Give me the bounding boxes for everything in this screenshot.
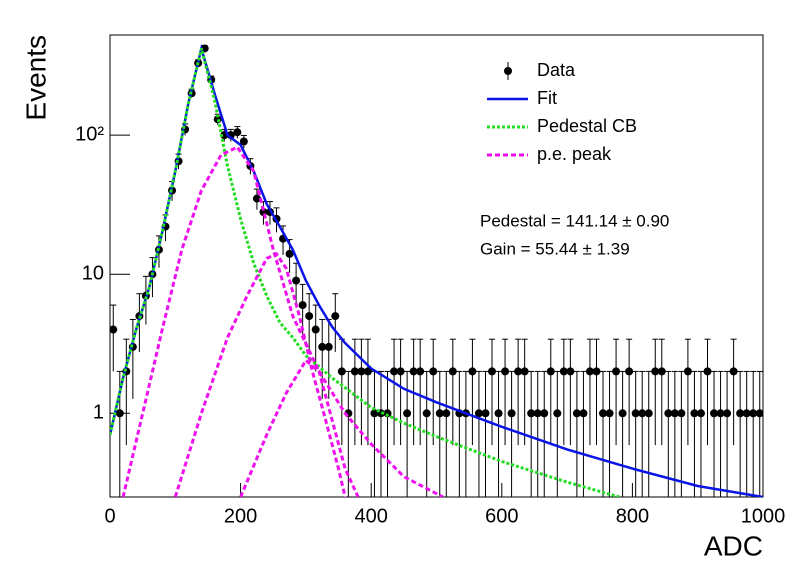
x-tick-label: 0 <box>104 505 115 527</box>
data-point <box>448 367 457 376</box>
data-point <box>252 194 261 203</box>
legend-label: Pedestal CB <box>537 116 637 136</box>
data-point <box>409 367 418 376</box>
data-point <box>403 409 412 418</box>
data-point <box>572 409 581 418</box>
data-point <box>683 367 692 376</box>
legend-marker <box>504 67 512 75</box>
data-point <box>416 367 425 376</box>
data-point <box>540 409 549 418</box>
data-point <box>612 367 621 376</box>
data-point <box>357 367 366 376</box>
data-point <box>644 409 653 418</box>
data-point <box>324 342 333 351</box>
data-point <box>390 367 399 376</box>
y-axis-label: Events <box>20 35 51 121</box>
data-point <box>533 409 542 418</box>
data-point <box>631 409 640 418</box>
annotation: Pedestal = 141.14 ± 0.90 <box>480 211 669 230</box>
y-tick-label: 10² <box>75 123 104 145</box>
legend-label: Fit <box>537 88 557 108</box>
fit-curve <box>121 145 444 497</box>
data-point <box>396 367 405 376</box>
data-point <box>468 367 477 376</box>
data-point <box>703 367 712 376</box>
data-point <box>429 367 438 376</box>
y-tick-label: 10 <box>82 262 104 284</box>
data-point <box>318 342 327 351</box>
data-point <box>422 409 431 418</box>
data-point <box>298 301 307 310</box>
data-point <box>501 367 510 376</box>
data-point <box>599 409 608 418</box>
data-point <box>331 312 340 321</box>
data-point <box>755 409 763 418</box>
data-point <box>350 367 359 376</box>
data-point <box>305 312 314 321</box>
data-point <box>677 409 686 418</box>
annotation: Gain = 55.44 ± 1.39 <box>480 239 630 258</box>
data-point <box>292 276 301 285</box>
data-point <box>474 409 483 418</box>
fit-curve <box>239 358 360 497</box>
data-point <box>481 409 490 418</box>
frame <box>109 34 764 498</box>
x-tick-label: 600 <box>485 505 518 527</box>
data-point <box>710 409 719 418</box>
data-point <box>585 367 594 376</box>
data-point <box>657 367 666 376</box>
data-point <box>696 409 705 418</box>
data-point <box>494 409 503 418</box>
data-point <box>435 409 444 418</box>
y-tick-label: 1 <box>93 402 104 424</box>
x-tick-label: 200 <box>224 505 257 527</box>
data-point <box>363 367 372 376</box>
data-point <box>520 367 529 376</box>
x-tick-label: 400 <box>355 505 388 527</box>
x-axis-label: ADC <box>704 530 763 561</box>
data-point <box>651 367 660 376</box>
data-point <box>690 409 699 418</box>
data-point <box>736 409 745 418</box>
plot-area <box>110 43 763 497</box>
data-point <box>233 128 242 137</box>
data-point <box>670 409 679 418</box>
data-point <box>527 409 536 418</box>
data-point <box>239 137 248 146</box>
data-point <box>559 367 568 376</box>
legend-label: Data <box>537 60 576 80</box>
fit-curve <box>110 48 620 497</box>
data-point <box>638 409 647 418</box>
data-point <box>749 409 758 418</box>
data-point <box>337 367 346 376</box>
legend-label: p.e. peak <box>537 144 612 164</box>
data-point <box>579 409 588 418</box>
data-point <box>110 325 118 334</box>
data-point <box>514 367 523 376</box>
data-point <box>488 367 497 376</box>
data-point <box>546 367 555 376</box>
data-point <box>507 409 516 418</box>
fit-curve <box>173 252 347 497</box>
data-point <box>716 409 725 418</box>
data-point <box>311 325 320 334</box>
x-tick-label: 800 <box>616 505 649 527</box>
data-point <box>553 409 562 418</box>
data-point <box>285 249 294 258</box>
data-point <box>115 409 124 418</box>
x-tick-label: 1000 <box>741 505 786 527</box>
data-point <box>729 367 738 376</box>
data-point <box>664 409 673 418</box>
data-point <box>592 367 601 376</box>
data-point <box>605 409 614 418</box>
data-point <box>742 409 751 418</box>
data-point <box>566 367 575 376</box>
data-point <box>442 409 451 418</box>
data-point <box>625 367 634 376</box>
data-point <box>618 409 627 418</box>
data-point <box>723 409 732 418</box>
